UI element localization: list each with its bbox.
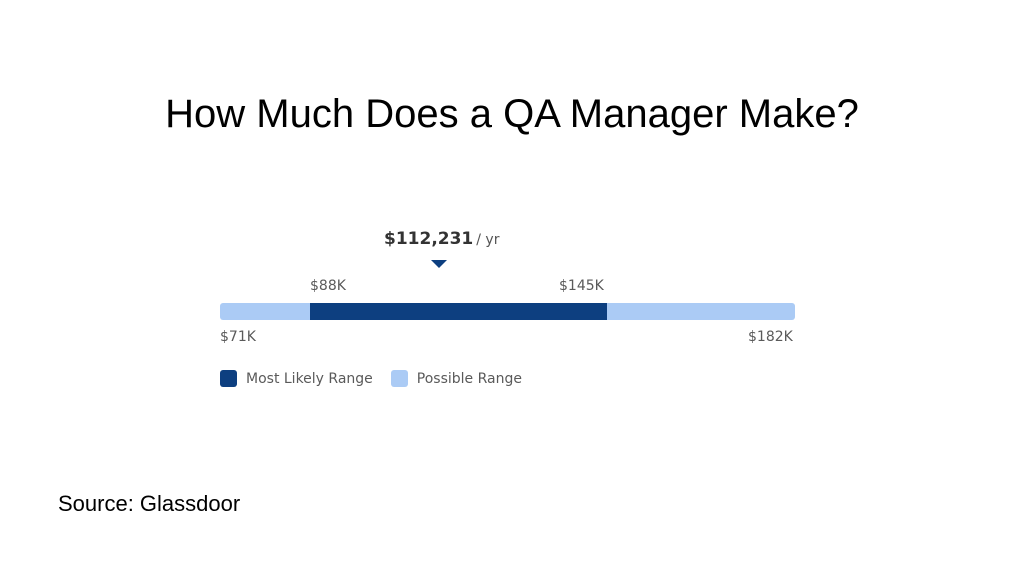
- source-note: Source: Glassdoor: [58, 491, 241, 516]
- median-unit: / yr: [476, 232, 500, 248]
- likely-min-label: $88K: [310, 278, 346, 294]
- likely-max-label: $145K: [559, 278, 604, 294]
- legend-label: Most Likely Range: [246, 370, 373, 387]
- possible-range-bar: [220, 303, 795, 320]
- possible-swatch: [390, 370, 408, 387]
- legend: Most Likely Range Possible Range: [220, 370, 540, 387]
- page-title: How Much Does a QA Manager Make?: [165, 92, 859, 136]
- median-salary: $112,231/ yr: [384, 229, 499, 249]
- legend-label: Possible Range: [416, 370, 522, 387]
- legend-item-possible: Possible Range: [390, 370, 522, 387]
- median-value: $112,231: [384, 229, 474, 249]
- most-likely-swatch: [220, 370, 237, 387]
- median-marker-icon: [431, 260, 447, 268]
- most-likely-range-bar: [310, 303, 607, 320]
- possible-min-label: $71K: [220, 329, 256, 345]
- possible-max-label: $182K: [748, 329, 793, 345]
- legend-item-most-likely: Most Likely Range: [220, 370, 373, 387]
